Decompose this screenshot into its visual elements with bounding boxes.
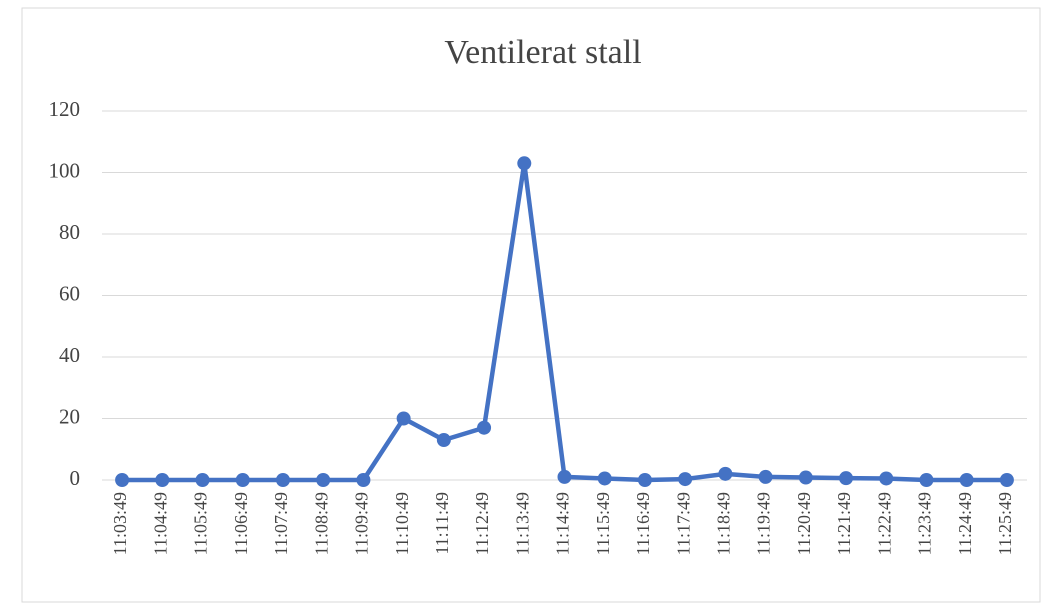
- data-point: [959, 473, 974, 487]
- x-tick-label: 11:15:49: [593, 492, 613, 555]
- x-tick-label: 11:24:49: [955, 492, 975, 555]
- y-tick-label: 120: [49, 97, 81, 121]
- data-point: [879, 471, 894, 486]
- data-point: [557, 469, 572, 484]
- data-point: [436, 433, 451, 448]
- data-point: [839, 471, 854, 486]
- x-tick-label: 11:17:49: [673, 492, 693, 555]
- x-tick-label: 11:06:49: [231, 492, 251, 555]
- data-point: [597, 471, 612, 486]
- data-point: [517, 156, 532, 171]
- data-point: [115, 473, 130, 487]
- data-point: [678, 472, 693, 487]
- data-point: [195, 473, 210, 487]
- data-point: [356, 473, 371, 487]
- x-tick-label: 11:11:49: [432, 492, 452, 555]
- data-point: [235, 473, 250, 487]
- x-tick-label: 11:10:49: [392, 492, 412, 555]
- y-tick-label: 80: [59, 220, 80, 244]
- x-tick-label: 11:16:49: [633, 492, 653, 555]
- data-point: [477, 420, 492, 435]
- data-point: [758, 469, 773, 484]
- data-point: [316, 473, 331, 487]
- x-tick-label: 11:25:49: [995, 492, 1015, 555]
- data-point: [275, 473, 290, 487]
- data-point: [919, 473, 934, 487]
- y-tick-label: 100: [49, 158, 81, 182]
- y-tick-label: 40: [59, 343, 80, 367]
- y-tick-label: 60: [59, 281, 80, 305]
- x-tick-label: 11:05:49: [191, 492, 211, 555]
- x-tick-label: 11:08:49: [311, 492, 331, 555]
- data-point: [999, 473, 1014, 487]
- y-tick-label: 0: [70, 466, 81, 490]
- x-tick-label: 11:12:49: [472, 492, 492, 555]
- x-tick-label: 11:09:49: [352, 492, 372, 555]
- x-tick-label: 11:04:49: [150, 492, 170, 555]
- x-tick-label: 11:22:49: [874, 492, 894, 555]
- x-tick-label: 11:23:49: [915, 492, 935, 555]
- chart-title: Ventilerat stall: [444, 34, 641, 71]
- x-tick-label: 11:18:49: [713, 492, 733, 555]
- x-tick-label: 11:14:49: [553, 492, 573, 555]
- data-point: [396, 411, 411, 426]
- x-tick-label: 11:13:49: [512, 492, 532, 555]
- x-tick-label: 11:19:49: [754, 492, 774, 555]
- y-tick-label: 20: [59, 404, 80, 428]
- x-tick-label: 11:21:49: [834, 492, 854, 555]
- x-tick-label: 11:07:49: [271, 492, 291, 555]
- x-tick-label: 11:03:49: [110, 492, 130, 555]
- data-point: [637, 473, 652, 487]
- chart-frame: [21, 7, 1041, 603]
- x-tick-label: 11:20:49: [794, 492, 814, 555]
- data-point: [718, 466, 733, 481]
- data-point: [798, 470, 813, 485]
- data-point: [155, 473, 170, 487]
